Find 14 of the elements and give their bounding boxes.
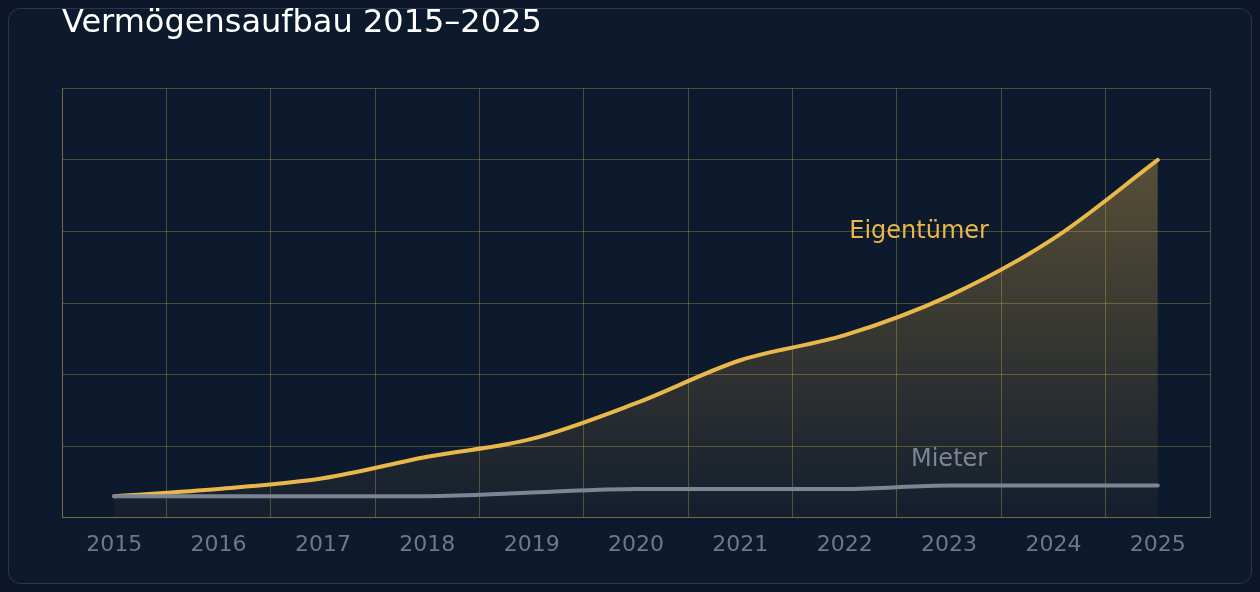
x-tick-label: 2021 bbox=[712, 530, 769, 556]
x-tick-label: 2023 bbox=[921, 530, 978, 556]
series-label: Mieter bbox=[911, 443, 988, 472]
x-tick-label: 2025 bbox=[1129, 530, 1186, 556]
x-tick-label: 2018 bbox=[399, 530, 456, 556]
series-label: Eigentümer bbox=[849, 216, 990, 245]
x-tick-label: 2017 bbox=[294, 530, 351, 556]
chart-title: Vermögensaufbau 2015–2025 bbox=[62, 1, 542, 40]
x-tick-label: 2024 bbox=[1025, 530, 1082, 556]
x-tick-label: 2016 bbox=[190, 530, 247, 556]
x-tick-label: 2015 bbox=[86, 530, 143, 556]
x-tick-label: 2020 bbox=[608, 530, 664, 556]
x-tick-label: 2019 bbox=[503, 530, 560, 556]
x-tick-label: 2022 bbox=[816, 530, 873, 556]
